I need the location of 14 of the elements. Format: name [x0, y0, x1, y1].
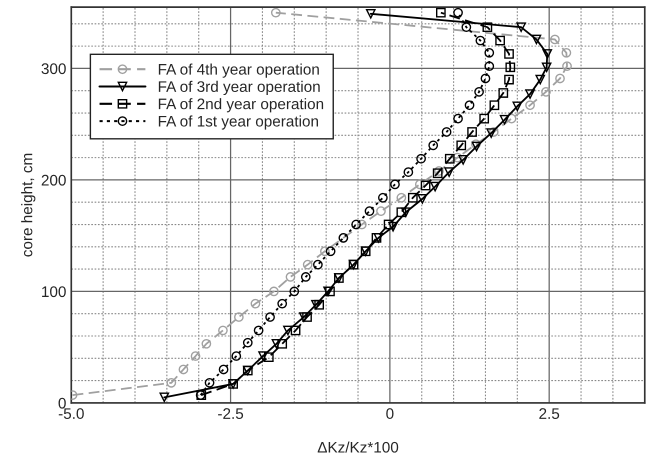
legend-label: FA of 4th year operation: [158, 63, 319, 78]
y-tick-label: 300: [42, 63, 66, 74]
legend-label: FA of 1st year operation: [158, 115, 318, 130]
x-tick-label: -2.5: [218, 408, 244, 419]
y-tick-label: 100: [42, 286, 66, 298]
x-tick-label: 0: [386, 408, 394, 419]
legend-label: FA of 3rd year operation: [158, 80, 320, 96]
x-tick-label: 2.5: [539, 408, 560, 419]
y-axis-title: core height, cm: [21, 154, 36, 257]
x-tick-label: -5.0: [58, 408, 84, 419]
x-axis-title: ΔKz/Kz*100: [318, 441, 398, 453]
y-tick-label: 200: [42, 174, 66, 186]
y-tick-label: 0: [58, 398, 66, 409]
legend-label: FA of 2nd year operation: [158, 98, 324, 112]
